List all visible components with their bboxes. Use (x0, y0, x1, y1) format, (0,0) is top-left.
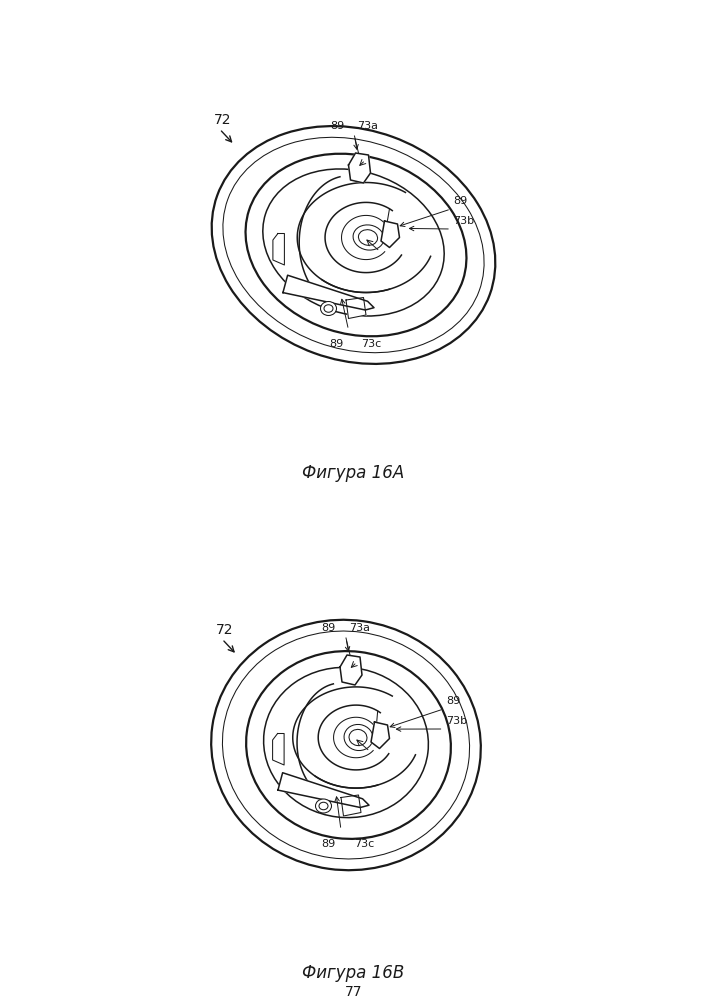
Text: 73c: 73c (361, 339, 382, 349)
Polygon shape (349, 153, 370, 183)
Text: 73b: 73b (453, 216, 474, 226)
Ellipse shape (246, 651, 451, 839)
Polygon shape (371, 722, 390, 748)
Ellipse shape (344, 724, 373, 751)
Ellipse shape (349, 729, 367, 746)
Text: 89: 89 (453, 196, 468, 206)
Ellipse shape (264, 667, 428, 818)
Ellipse shape (319, 802, 328, 810)
Text: 89: 89 (330, 121, 344, 131)
Ellipse shape (353, 225, 384, 250)
Text: 89: 89 (322, 839, 336, 849)
Text: 73a: 73a (358, 121, 378, 131)
Text: 72: 72 (214, 113, 231, 127)
Text: 89: 89 (322, 623, 336, 633)
Polygon shape (381, 221, 399, 247)
Text: 73a: 73a (349, 623, 370, 633)
Polygon shape (273, 734, 284, 765)
Text: 89: 89 (446, 696, 460, 706)
Polygon shape (278, 773, 369, 807)
Ellipse shape (324, 305, 333, 312)
Text: 73b: 73b (446, 716, 467, 726)
Text: 73c: 73c (354, 839, 374, 849)
Text: Фигура 16В: Фигура 16В (303, 964, 404, 982)
Ellipse shape (245, 154, 467, 336)
Polygon shape (273, 233, 284, 265)
Polygon shape (346, 298, 366, 318)
Ellipse shape (320, 302, 337, 316)
Polygon shape (341, 795, 361, 816)
Ellipse shape (358, 230, 378, 245)
Polygon shape (340, 655, 362, 685)
Ellipse shape (263, 169, 444, 316)
Polygon shape (283, 275, 374, 310)
Ellipse shape (315, 799, 332, 813)
Text: 77: 77 (345, 986, 362, 1000)
Text: Фигура 16А: Фигура 16А (303, 464, 404, 482)
Text: 89: 89 (329, 339, 344, 349)
Text: 72: 72 (216, 624, 233, 638)
